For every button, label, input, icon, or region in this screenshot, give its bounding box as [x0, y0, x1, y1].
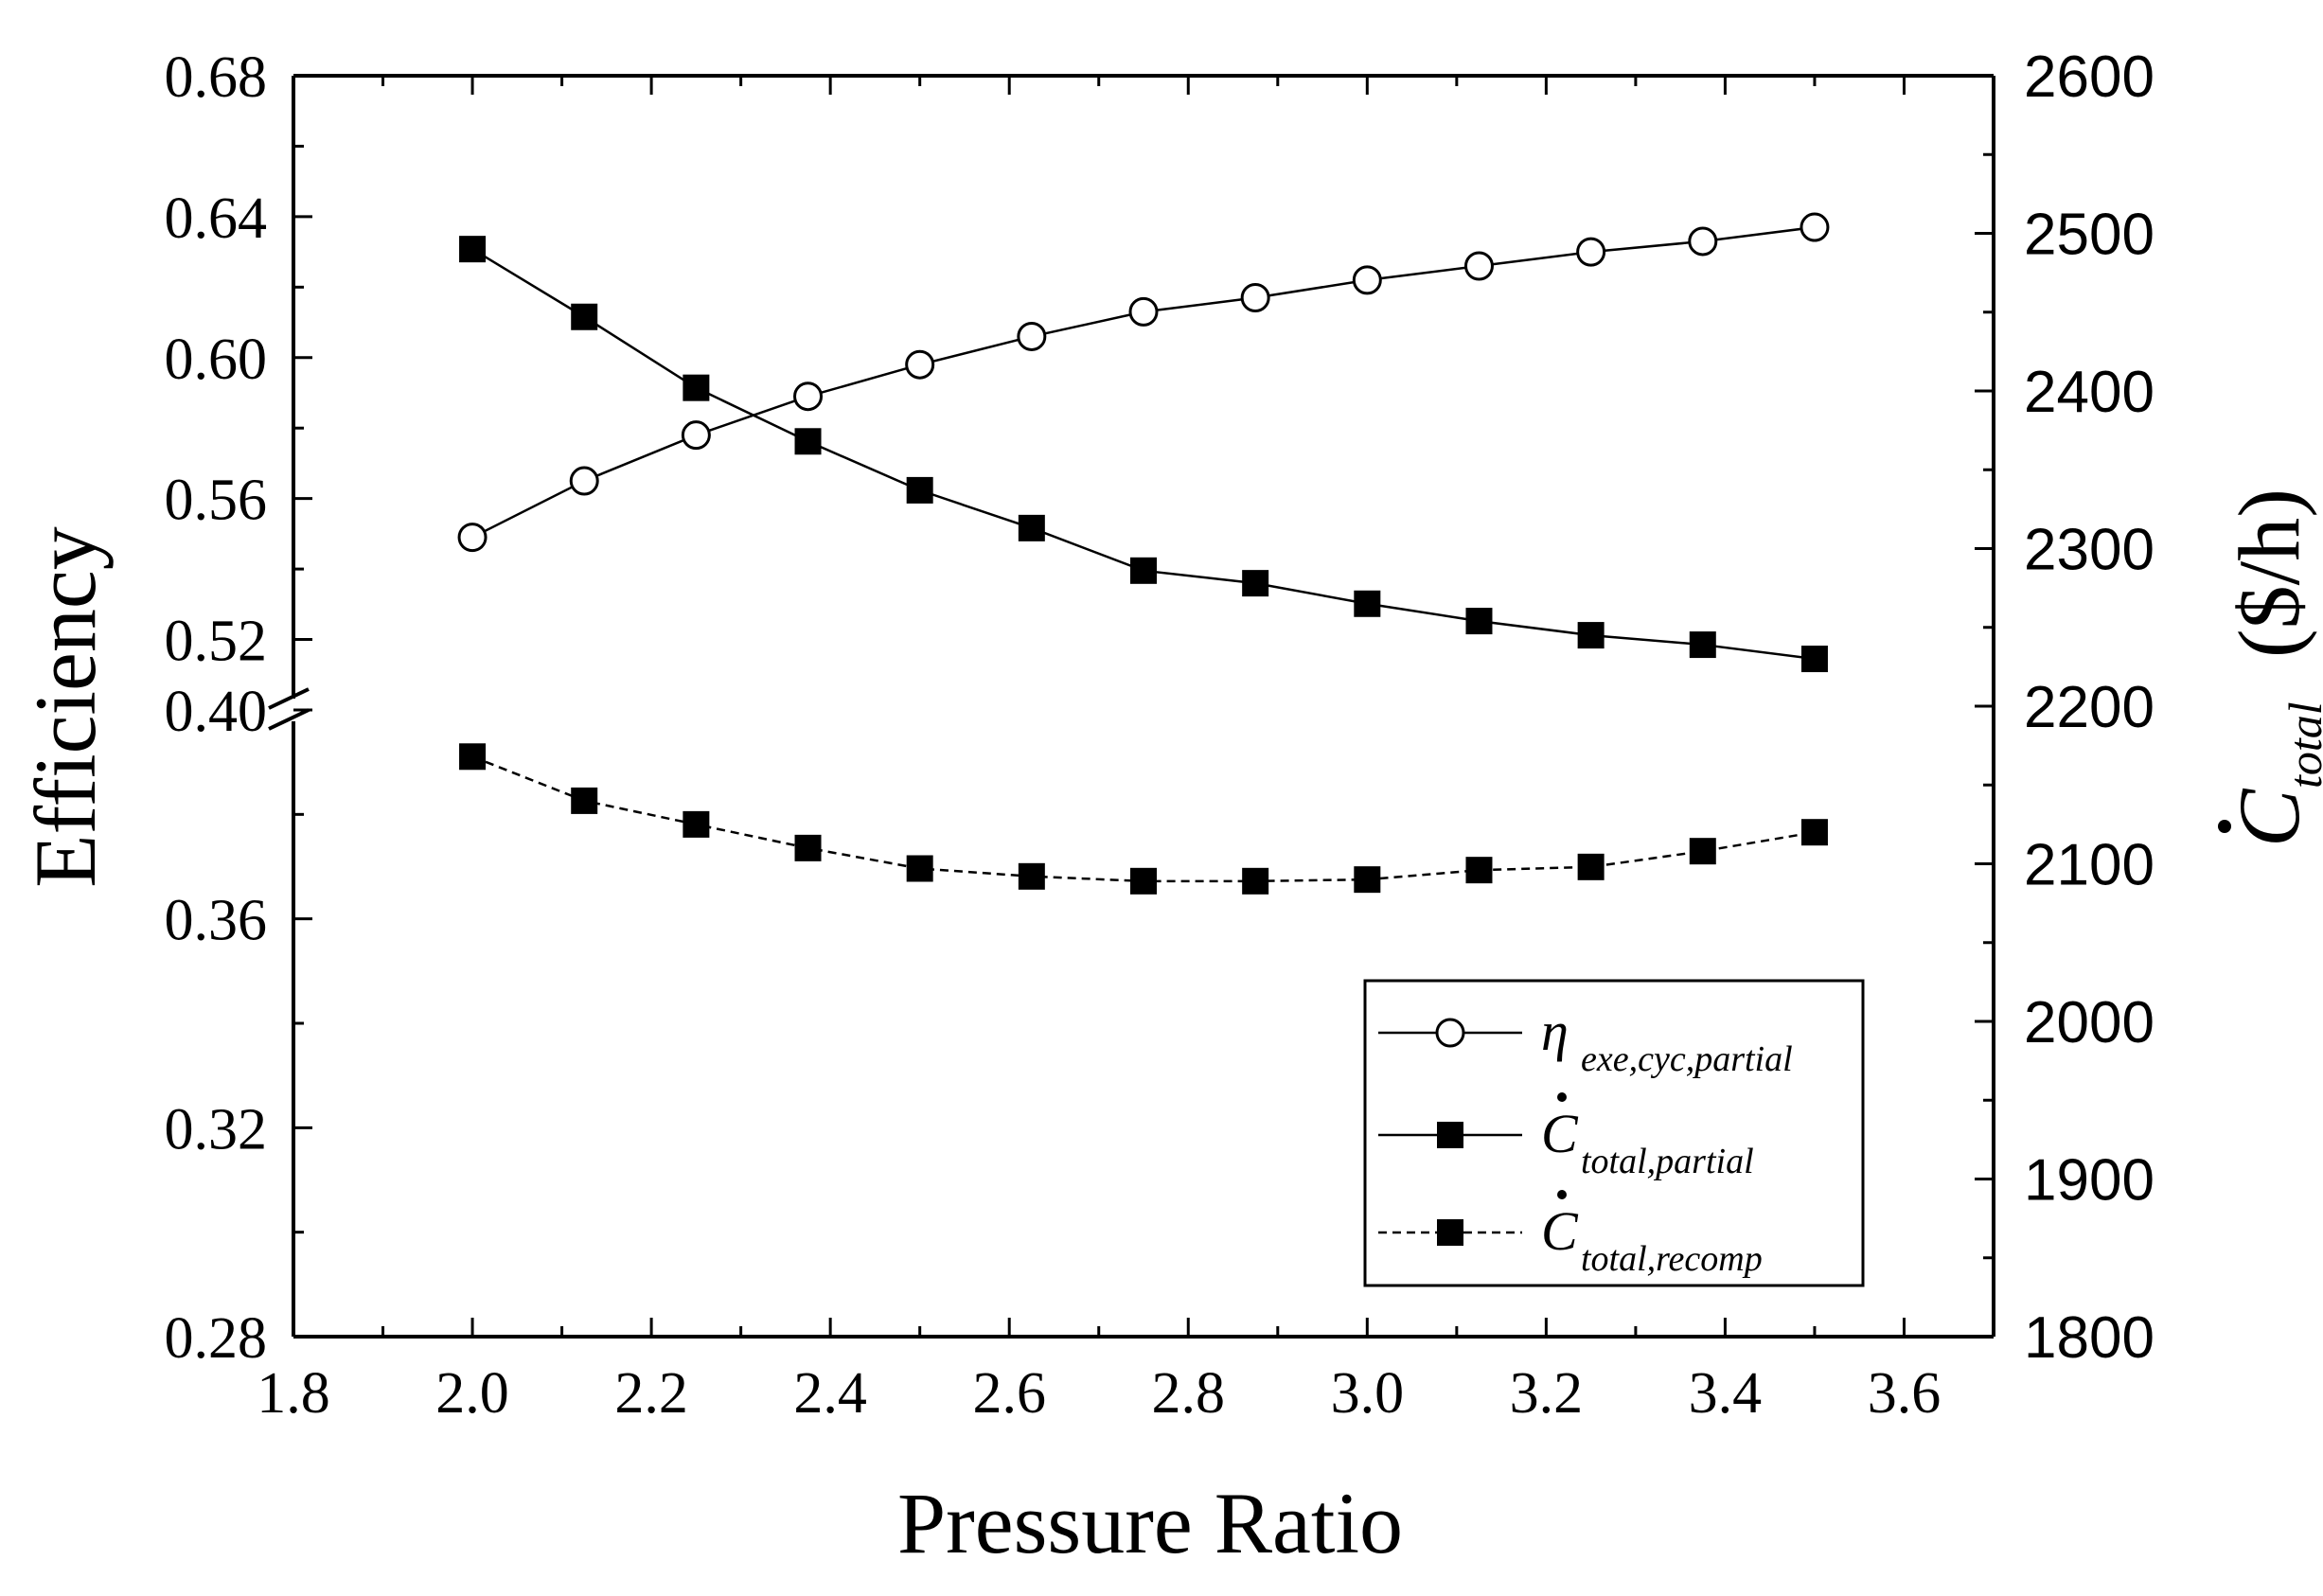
x-tick-label: 3.6 [1868, 1361, 1942, 1426]
legend-symbol-eta_exe_cyc_partial: η [1541, 1001, 1569, 1062]
y-right-tick-label: 2400 [2024, 360, 2155, 425]
data-point-C_total_partial [1130, 557, 1157, 584]
y-right-title-unit: ($/h) [2221, 488, 2317, 658]
legend-dot-C_total_recomp [1557, 1190, 1567, 1199]
data-point-eta_exe_cyc_partial [1240, 283, 1270, 312]
data-point-C_total_recomp [794, 834, 822, 861]
data-point-C_total_partial [571, 303, 598, 330]
y-right-axis-title: C total ($/h) [2218, 488, 2323, 847]
y-right-tick-label: 2500 [2024, 203, 2155, 268]
data-point-C_total_partial [906, 476, 933, 504]
y-left-tick-label: 0.40 [165, 680, 268, 744]
data-point-C_total_recomp [1130, 867, 1157, 895]
y-right-tick-label: 2100 [2024, 833, 2155, 898]
axis-break-mark-upper [268, 687, 310, 710]
x-tick-label: 3.2 [1510, 1361, 1584, 1426]
data-point-eta_exe_cyc_partial [793, 381, 824, 412]
data-point-eta_exe_cyc_partial [1017, 321, 1047, 351]
y-left-tick-label: 0.28 [165, 1306, 268, 1371]
legend-marker-C_total_partial [1437, 1122, 1463, 1148]
data-point-eta_exe_cyc_partial [1352, 265, 1382, 295]
data-point-eta_exe_cyc_partial [569, 466, 599, 496]
legend-symbol-C_total_partial: C [1541, 1103, 1579, 1164]
x-tick-label: 2.0 [435, 1361, 509, 1426]
legend-marker-eta_exe_cyc_partial [1435, 1018, 1465, 1048]
series-layer [457, 212, 1830, 895]
legend-subscript-C_total_recomp: total,recomp [1581, 1239, 1763, 1279]
x-tick-label: 3.0 [1331, 1361, 1405, 1426]
data-point-C_total_recomp [1800, 819, 1828, 846]
data-point-C_total_recomp [459, 743, 487, 771]
data-point-C_total_recomp [1689, 838, 1716, 865]
legend-marker-C_total_recomp [1437, 1219, 1463, 1246]
data-point-eta_exe_cyc_partial [1576, 237, 1606, 267]
data-point-C_total_partial [794, 428, 822, 455]
data-point-C_total_partial [1242, 570, 1269, 597]
data-point-C_total_partial [1689, 631, 1716, 659]
legend-subscript-eta_exe_cyc_partial: exe,cyc,partial [1581, 1039, 1793, 1079]
data-point-eta_exe_cyc_partial [1800, 212, 1830, 242]
legend-dot-C_total_partial [1557, 1092, 1567, 1102]
axis-break-mark-lower [268, 708, 310, 731]
data-point-C_total_recomp [683, 810, 710, 838]
legend-subscript-C_total_partial: total,partial [1581, 1142, 1754, 1181]
y-left-tick-label: 0.56 [165, 469, 268, 533]
y-left-tick-label: 0.60 [165, 328, 268, 392]
data-point-eta_exe_cyc_partial [905, 349, 935, 380]
data-point-C_total_recomp [1242, 867, 1269, 895]
data-point-C_total_recomp [1577, 853, 1605, 880]
y-right-tick-label: 2600 [2024, 44, 2155, 110]
y-right-tick-label: 1900 [2024, 1148, 2155, 1214]
y-right-tick-label: 2300 [2024, 518, 2155, 583]
x-tick-label: 2.4 [793, 1361, 867, 1426]
x-tick-label: 1.8 [257, 1361, 330, 1426]
data-point-C_total_partial [1354, 590, 1381, 617]
data-point-eta_exe_cyc_partial [457, 523, 488, 553]
y-left-tick-label: 0.52 [165, 610, 268, 674]
y-right-tick-label: 2200 [2024, 675, 2155, 740]
y-right-tick-label: 2000 [2024, 990, 2155, 1055]
data-point-eta_exe_cyc_partial [1128, 296, 1159, 327]
y-left-tick-label: 0.64 [165, 186, 268, 251]
data-point-eta_exe_cyc_partial [681, 420, 711, 451]
data-point-C_total_partial [1577, 622, 1605, 649]
data-point-C_total_partial [1018, 514, 1045, 541]
data-point-C_total_recomp [1354, 866, 1381, 894]
data-point-C_total_recomp [571, 787, 598, 814]
data-point-eta_exe_cyc_partial [1463, 251, 1494, 281]
data-point-C_total_partial [683, 374, 710, 401]
y-left-axis-title: Efficiency [17, 526, 114, 887]
data-point-C_total_partial [459, 236, 487, 263]
data-point-C_total_partial [1800, 646, 1828, 673]
axes: 1.8 2.0 2.2 2.4 2.6 2.8 3.0 3.2 3.4 3.6 0.68 0.64 0.… [165, 44, 2155, 1426]
y-right-title-subscript: total [2279, 701, 2323, 789]
data-point-eta_exe_cyc_partial [1688, 226, 1718, 257]
x-axis-title: Pressure Ratio [897, 1475, 1403, 1571]
y-left-tick-label: 0.36 [165, 889, 268, 953]
data-point-C_total_recomp [906, 855, 933, 882]
x-tick-label: 2.2 [614, 1361, 688, 1426]
y-left-tick-label: 0.68 [165, 45, 268, 110]
data-point-C_total_recomp [1018, 862, 1045, 890]
data-point-C_total_recomp [1465, 857, 1493, 884]
x-tick-label: 2.6 [972, 1361, 1046, 1426]
y-right-title-dot [2218, 820, 2231, 833]
x-tick-label: 3.4 [1689, 1361, 1763, 1426]
y-right-title-symbol: C [2221, 788, 2317, 847]
x-tick-label: 2.8 [1152, 1361, 1226, 1426]
legend-symbol-C_total_recomp: C [1541, 1200, 1579, 1262]
y-left-tick-label: 0.32 [165, 1097, 268, 1162]
data-point-C_total_partial [1465, 608, 1493, 635]
y-right-tick-label: 1800 [2024, 1305, 2155, 1371]
